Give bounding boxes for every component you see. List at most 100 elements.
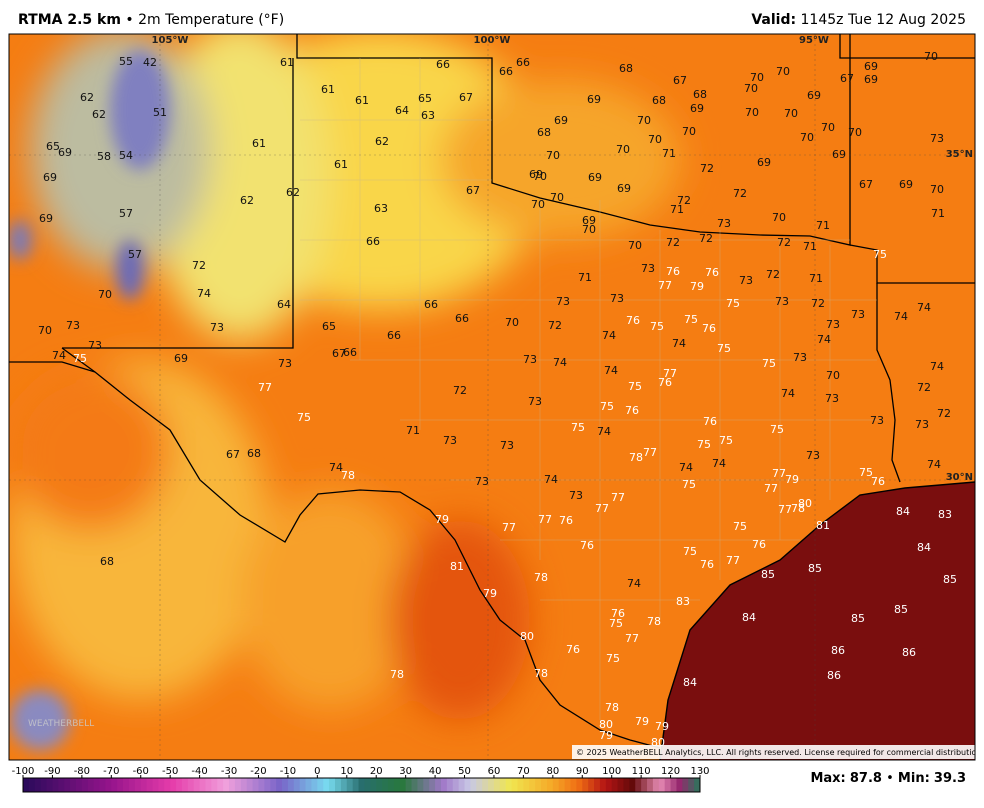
temperature-label: 74: [544, 473, 558, 486]
colorbar-cell: [23, 778, 30, 792]
temperature-label: 77: [625, 632, 639, 645]
colorbar-cell: [234, 778, 242, 792]
temperature-label: 73: [88, 339, 102, 352]
grid-label: 35°N: [946, 149, 973, 160]
temperature-label: 77: [778, 503, 792, 516]
colorbar-cell: [694, 778, 701, 792]
temperature-label: 75: [733, 520, 747, 533]
temperature-label: 79: [599, 729, 613, 742]
colorbar-cell: [511, 778, 519, 792]
temperature-label: 73: [793, 351, 807, 364]
colorbar-tick-label: 20: [370, 766, 383, 777]
colorbar-cell: [340, 778, 348, 792]
colorbar-cell: [211, 778, 218, 792]
colorbar-cell: [152, 778, 159, 792]
colorbar-cell: [505, 778, 513, 792]
colorbar-cell: [611, 778, 619, 792]
colorbar-cell: [40, 778, 48, 792]
colorbar-cell: [181, 778, 189, 792]
temperature-label: 58: [97, 150, 111, 163]
colorbar-cell: [476, 778, 483, 792]
colorbar-tick-label: 80: [546, 766, 559, 777]
temperature-label: 75: [650, 320, 664, 333]
colorbar-tick-label: 130: [690, 766, 709, 777]
temperature-label: 71: [809, 272, 823, 285]
temperature-label: 84: [683, 676, 697, 689]
temperature-label: 66: [366, 235, 380, 248]
temperature-label: 70: [505, 316, 519, 329]
temperature-label: 79: [690, 280, 704, 293]
temperature-label: 75: [859, 466, 873, 479]
temperature-label: 73: [500, 439, 514, 452]
colorbar-cell: [229, 778, 236, 792]
temperature-label: 71: [578, 271, 592, 284]
colorbar-cell: [158, 778, 165, 792]
temperature-label: 78: [534, 667, 548, 680]
temperature-label: 73: [641, 262, 655, 275]
temperature-label: 70: [582, 223, 596, 236]
colorbar-cell: [28, 778, 36, 792]
temperature-label: 70: [821, 121, 835, 134]
temperature-label: 80: [599, 718, 613, 731]
temperature-label: 79: [435, 513, 449, 526]
temperature-label: 79: [635, 715, 649, 728]
colorbar-cell: [564, 778, 571, 792]
temperature-label: 72: [548, 319, 562, 332]
colorbar-cell: [87, 778, 95, 792]
temperature-label: 74: [602, 329, 616, 342]
colorbar-cell: [252, 778, 259, 792]
temperature-label: 69: [529, 168, 543, 181]
colorbar-cell: [446, 778, 454, 792]
min-value: 39.3: [933, 771, 966, 786]
temperature-label: 73: [930, 132, 944, 145]
header-left: RTMA 2.5 km • 2m Temperature (°F): [18, 12, 284, 28]
copyright: © 2025 WeatherBELL Analytics, LLC. All r…: [576, 748, 984, 757]
temperature-label: 67: [840, 72, 854, 85]
colorbar-tick-label: -10: [280, 766, 296, 777]
colorbar-cell: [282, 778, 289, 792]
colorbar-cell: [558, 778, 566, 792]
temperature-label: 71: [803, 240, 817, 253]
temperature-label: 75: [697, 438, 711, 451]
colorbar-cell: [170, 778, 177, 792]
temperature-label: 62: [375, 135, 389, 148]
temperature-label: 70: [98, 288, 112, 301]
temperature-label: 70: [38, 324, 52, 337]
temperature-label: 75: [571, 421, 585, 434]
colorbar-cell: [594, 778, 601, 792]
colorbar-cell: [246, 778, 254, 792]
temperature-label: 76: [703, 415, 717, 428]
temperature-label: 71: [931, 207, 945, 220]
temperature-label: 68: [619, 62, 633, 75]
colorbar-cell: [688, 778, 695, 792]
temperature-label: 78: [791, 502, 805, 515]
temperature-label: 66: [343, 346, 357, 359]
temperature-field: © 2025 WeatherBELL Analytics, LLC. All r…: [9, 34, 984, 760]
temperature-label: 73: [806, 449, 820, 462]
colorbar-cell: [223, 778, 230, 792]
temperature-label: 73: [915, 418, 929, 431]
colorbar-tick-label: -30: [221, 766, 237, 777]
colorbar-cell: [393, 778, 401, 792]
colorbar-cell: [46, 778, 53, 792]
colorbar-cell: [64, 778, 71, 792]
colorbar-cell: [364, 778, 371, 792]
temperature-label: 70: [533, 170, 547, 183]
colorbar-cell: [346, 778, 354, 792]
colorbar-cell: [370, 778, 377, 792]
colorbar-cell: [647, 778, 654, 792]
valid-label: Valid:: [751, 12, 797, 28]
temperature-label: 73: [825, 392, 839, 405]
colorbar-cell: [641, 778, 648, 792]
temperature-label: 73: [775, 295, 789, 308]
temperature-label: 75: [726, 297, 740, 310]
colorbar-cell: [117, 778, 124, 792]
colorbar-cell: [128, 778, 136, 792]
temperature-label: 72: [453, 384, 467, 397]
temperature-label: 66: [424, 298, 438, 311]
temperature-label: 76: [580, 539, 594, 552]
temperature-label: 67: [859, 178, 873, 191]
temperature-label: 72: [766, 268, 780, 281]
colorbar-tick-label: 10: [340, 766, 353, 777]
